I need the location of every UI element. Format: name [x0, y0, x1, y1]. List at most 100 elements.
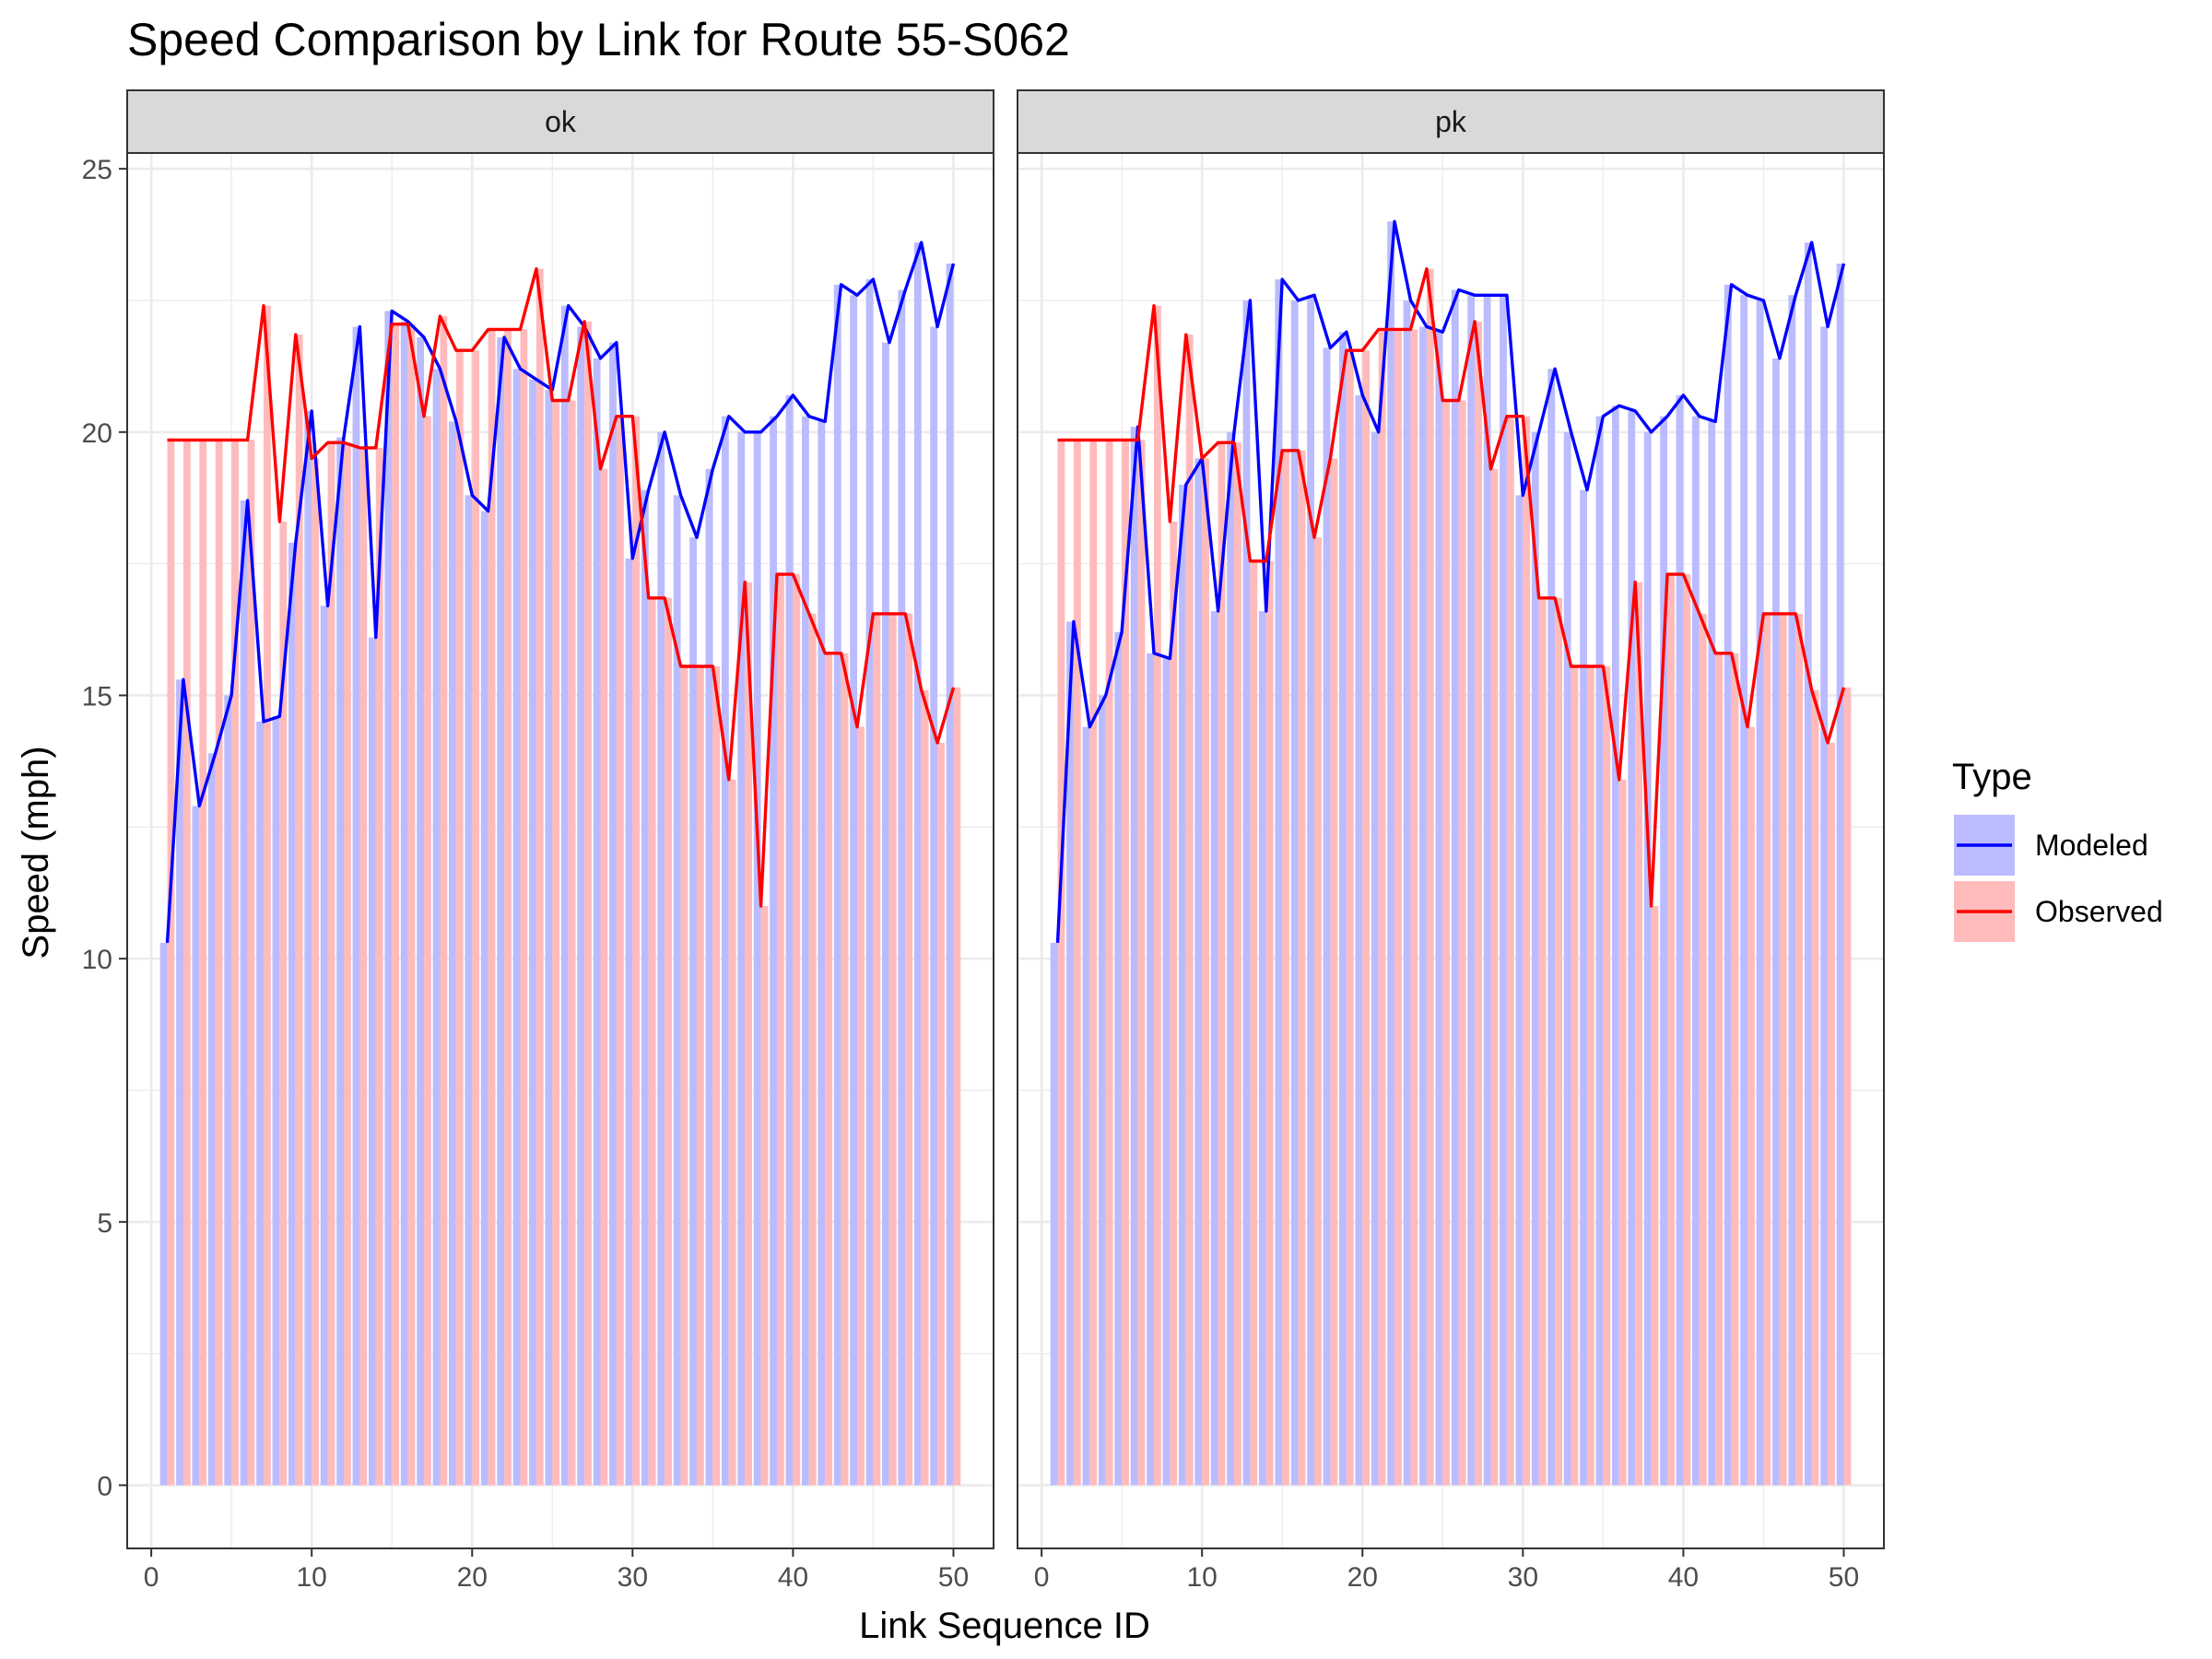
bar-modeled [1708, 421, 1716, 1486]
bar-modeled [1403, 300, 1411, 1486]
facet-strip-label: ok [545, 105, 577, 138]
bar-modeled [336, 437, 344, 1486]
bar-modeled [753, 431, 761, 1486]
bar-modeled [159, 942, 168, 1486]
bar-modeled [1227, 431, 1234, 1486]
bar-observed [921, 689, 929, 1486]
bar-modeled [400, 321, 408, 1486]
bar-modeled [1451, 289, 1459, 1486]
chart-title: Speed Comparison by Link for Route 55-S0… [127, 14, 1070, 65]
bar-observed [312, 458, 320, 1486]
bar-observed [953, 687, 961, 1486]
bar-modeled [1500, 295, 1507, 1486]
bar-observed [857, 726, 865, 1486]
bar-modeled [224, 695, 232, 1486]
bar-observed [344, 442, 351, 1486]
series-line-modeled [1055, 219, 1846, 944]
bar-observed [1490, 468, 1499, 1486]
bar-modeled [1740, 295, 1748, 1486]
bar-modeled [850, 295, 858, 1486]
x-tick-label: 0 [144, 1562, 159, 1593]
bar-modeled [1804, 242, 1812, 1486]
bar-modeled [1643, 431, 1652, 1486]
series-line-observed [1057, 267, 1846, 908]
bar-observed [1170, 521, 1178, 1486]
bar-observed [584, 321, 592, 1486]
bar-modeled [432, 369, 441, 1486]
bar-modeled [1066, 621, 1074, 1486]
bar-observed [552, 400, 560, 1486]
bar-observed [1667, 574, 1675, 1486]
bar-modeled [1082, 726, 1090, 1486]
facet-panels: ok 0 10 20 30 40 50 0 5 10 15 20 25 pk 0 10 20 30 40 50 [82, 89, 1885, 1593]
bar-modeled [913, 242, 922, 1486]
x-tick-label: 50 [1829, 1562, 1859, 1593]
bar-observed [359, 447, 368, 1486]
bar-modeled [384, 311, 393, 1486]
bar-modeled [417, 336, 425, 1486]
bar-modeled [480, 511, 488, 1486]
plot-area [127, 153, 994, 1548]
bar-observed [1651, 905, 1659, 1486]
bar-modeled [737, 431, 746, 1486]
bar-modeled [577, 326, 585, 1486]
bar-modeled [818, 421, 826, 1486]
bar-observed [424, 416, 431, 1486]
bar-observed [1506, 416, 1514, 1486]
bar-modeled [256, 722, 264, 1486]
bar-modeled [1467, 295, 1476, 1486]
bar-observed [1346, 350, 1354, 1486]
bar-modeled [1387, 221, 1395, 1486]
bar-modeled [1563, 431, 1571, 1486]
bar-modeled [898, 289, 906, 1486]
bar-observed [1586, 666, 1594, 1486]
bar-modeled [368, 637, 376, 1486]
bar-modeled [1178, 484, 1186, 1486]
bar-observed [873, 613, 881, 1486]
bar-modeled [1290, 300, 1299, 1486]
bar-observed [1378, 329, 1386, 1486]
bar-observed [472, 350, 480, 1486]
bar-modeled [625, 558, 633, 1486]
bar-observed [1137, 440, 1146, 1486]
bar-observed [1410, 329, 1418, 1486]
x-tick-label: 30 [618, 1562, 648, 1593]
bar-observed [1538, 597, 1547, 1486]
bar-observed [1603, 666, 1611, 1486]
y-tick-label: 0 [97, 1471, 112, 1501]
bar-observed [440, 316, 448, 1486]
legend-title: Type [1952, 757, 2032, 797]
bar-observed [1635, 582, 1643, 1486]
bar-observed [167, 440, 175, 1486]
bar-modeled [1355, 394, 1363, 1486]
bar-observed [600, 468, 608, 1486]
bar-observed [247, 440, 255, 1486]
bar-modeled [1147, 653, 1154, 1486]
bar-observed [1218, 442, 1226, 1486]
bar-observed [1250, 560, 1258, 1486]
x-tick-label: 20 [457, 1562, 488, 1593]
bar-observed [1523, 416, 1531, 1486]
bar-observed [1795, 613, 1804, 1486]
bar-observed [1314, 537, 1322, 1486]
bar-observed [1779, 613, 1787, 1486]
x-axis-title: Link Sequence ID [859, 1606, 1150, 1646]
bar-modeled [609, 342, 617, 1486]
bar-observed [327, 442, 335, 1486]
y-tick-label: 20 [82, 418, 112, 449]
bar-observed [665, 597, 672, 1486]
facet-strip [126, 89, 994, 154]
bar-modeled [1242, 300, 1251, 1486]
bar-modeled [865, 279, 874, 1486]
bar-observed [263, 305, 271, 1486]
bar-modeled [1162, 658, 1171, 1486]
bar-observed [182, 440, 191, 1486]
y-axis-title: Speed (mph) [16, 746, 56, 959]
bar-observed [1811, 689, 1819, 1486]
bar-observed [616, 416, 624, 1486]
bar-modeled [207, 753, 216, 1486]
bar-modeled [352, 326, 360, 1486]
bar-observed [1153, 305, 1161, 1486]
bar-modeled [288, 542, 296, 1486]
bar-observed [392, 324, 400, 1486]
